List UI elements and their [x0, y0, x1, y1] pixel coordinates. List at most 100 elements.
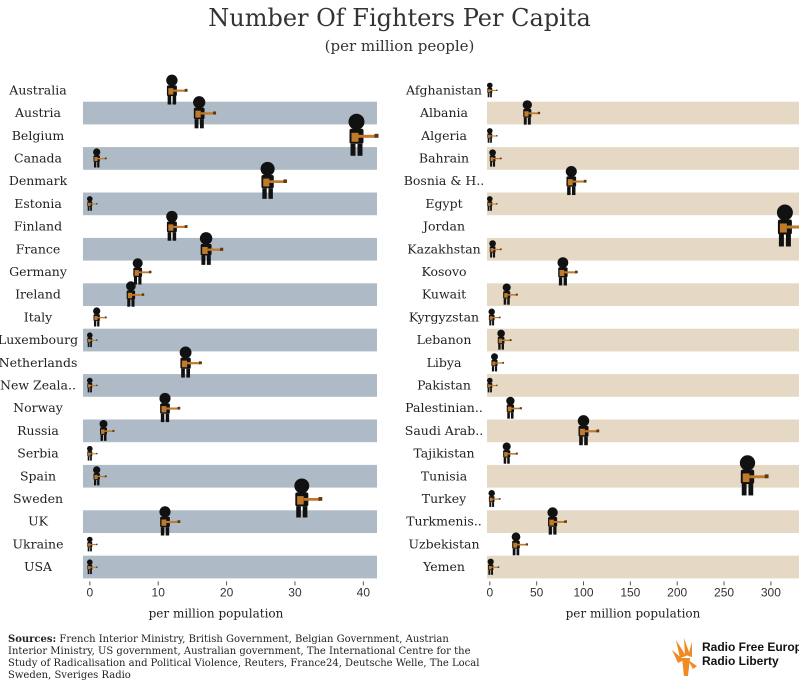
right-category-label: Libya	[427, 355, 462, 370]
fighter-gun-tip	[498, 316, 501, 319]
left-fighter-mark	[348, 113, 379, 156]
fighter-head	[547, 507, 558, 518]
fighter-gun	[207, 248, 222, 251]
fighter-leg	[90, 569, 92, 575]
fighter-gun	[517, 543, 527, 546]
fighter-gun-tip	[764, 474, 769, 479]
right-fighter-mark	[487, 558, 500, 575]
fighter-gun	[749, 475, 767, 479]
fighter-leg	[90, 342, 92, 348]
left-row-band	[83, 283, 377, 306]
fighter-vest	[488, 565, 492, 570]
fighter-gun-tip	[583, 179, 587, 183]
fighter-vest	[88, 543, 91, 547]
fighter-gun-tip	[502, 361, 505, 364]
fighter-gun	[492, 316, 500, 319]
right-category-label: Yemen	[422, 559, 465, 574]
fighter-vest	[88, 566, 91, 570]
fighter-head	[179, 346, 192, 359]
fighter-head	[260, 161, 275, 176]
fighter-vest	[195, 110, 201, 118]
fighter-gun	[269, 180, 286, 183]
fighter-leg	[571, 186, 576, 196]
fighter-leg	[302, 506, 308, 518]
right-category-label: Tajikistan	[413, 446, 474, 461]
fighter-gun-tip	[104, 157, 107, 160]
fighter-leg	[186, 368, 191, 378]
fighter-gun	[490, 89, 497, 91]
left-fighter-mark	[93, 307, 107, 327]
fighter-gun-tip	[148, 270, 152, 274]
left-fighter-mark	[166, 210, 188, 241]
fighter-gun-tip	[96, 339, 98, 341]
fighter-gun	[166, 520, 179, 523]
fighter-leg	[516, 548, 520, 556]
fighter-vest	[559, 269, 565, 277]
fighter-gun-tip	[96, 543, 98, 546]
left-fighter-mark	[199, 232, 224, 265]
right-row-band	[487, 464, 799, 488]
fighter-vest	[524, 111, 529, 117]
fighter-gun	[166, 407, 179, 410]
right-fighter-mark	[487, 377, 498, 393]
fighter-leg	[206, 255, 211, 265]
fighter-head	[776, 204, 793, 221]
fighter-leg	[493, 252, 496, 258]
fighter-vest	[488, 89, 491, 93]
right-fighter-mark	[506, 396, 522, 419]
fighter-gun	[564, 271, 577, 274]
fighter-gun	[200, 112, 215, 115]
fighter-vest	[161, 406, 167, 413]
fighter-vest	[579, 428, 585, 436]
fighter-head	[93, 466, 101, 474]
fighter-gun	[90, 385, 97, 387]
fighter-gun	[90, 339, 97, 341]
fighter-gun-tip	[575, 270, 578, 274]
right-category-label: Turkey	[422, 491, 467, 506]
fighter-head	[488, 308, 495, 315]
left-category-label: France	[16, 241, 61, 256]
left-row-band	[83, 510, 377, 533]
left-category-label: Netherlands	[0, 355, 77, 370]
left-row-band	[83, 464, 377, 488]
left-category-label: Ukraine	[13, 536, 64, 551]
right-row-band	[487, 192, 799, 216]
fighter-vest	[88, 384, 91, 388]
fighter-leg	[93, 479, 97, 486]
fighter-leg	[507, 457, 510, 464]
fighter-vest	[488, 202, 491, 206]
fighter-gun-tip	[497, 566, 500, 568]
left-category-label: Australia	[8, 82, 67, 97]
right-category-label: Saudi Arab..	[405, 423, 483, 438]
fighter-vest	[94, 474, 98, 480]
fighter-head	[487, 558, 494, 565]
fighter-gun-tip	[496, 203, 498, 205]
left-fighter-mark	[87, 536, 98, 552]
fighter-leg	[350, 143, 356, 156]
fighter-leg	[160, 413, 165, 423]
fighter-head	[487, 377, 493, 384]
left-fighter-mark	[93, 148, 107, 168]
left-fighter-mark	[294, 478, 323, 518]
fighter-leg	[741, 483, 747, 496]
right-category-label: Uzbekistan	[408, 536, 479, 551]
fighter-head	[87, 196, 93, 202]
fighter-gun-tip	[96, 384, 98, 387]
fighter-gun	[187, 362, 201, 365]
fighter-leg	[584, 436, 588, 446]
fighter-gun-tip	[96, 566, 98, 568]
right-category-label: Pakistan	[417, 377, 471, 392]
fighter-leg	[97, 162, 100, 168]
left-fighter-mark	[193, 96, 217, 129]
fighter-head	[166, 74, 178, 87]
fighter-gun-tip	[509, 339, 512, 342]
fighter-vest	[490, 157, 494, 161]
fighter-head	[489, 149, 496, 156]
left-fighter-mark	[93, 466, 107, 486]
fighter-gun	[493, 157, 501, 160]
right-row-band	[487, 237, 799, 261]
fighter-gun	[173, 89, 187, 92]
right-category-label: Tunisia	[421, 468, 468, 483]
left-row-band	[83, 555, 377, 579]
fighter-gun	[90, 566, 97, 568]
